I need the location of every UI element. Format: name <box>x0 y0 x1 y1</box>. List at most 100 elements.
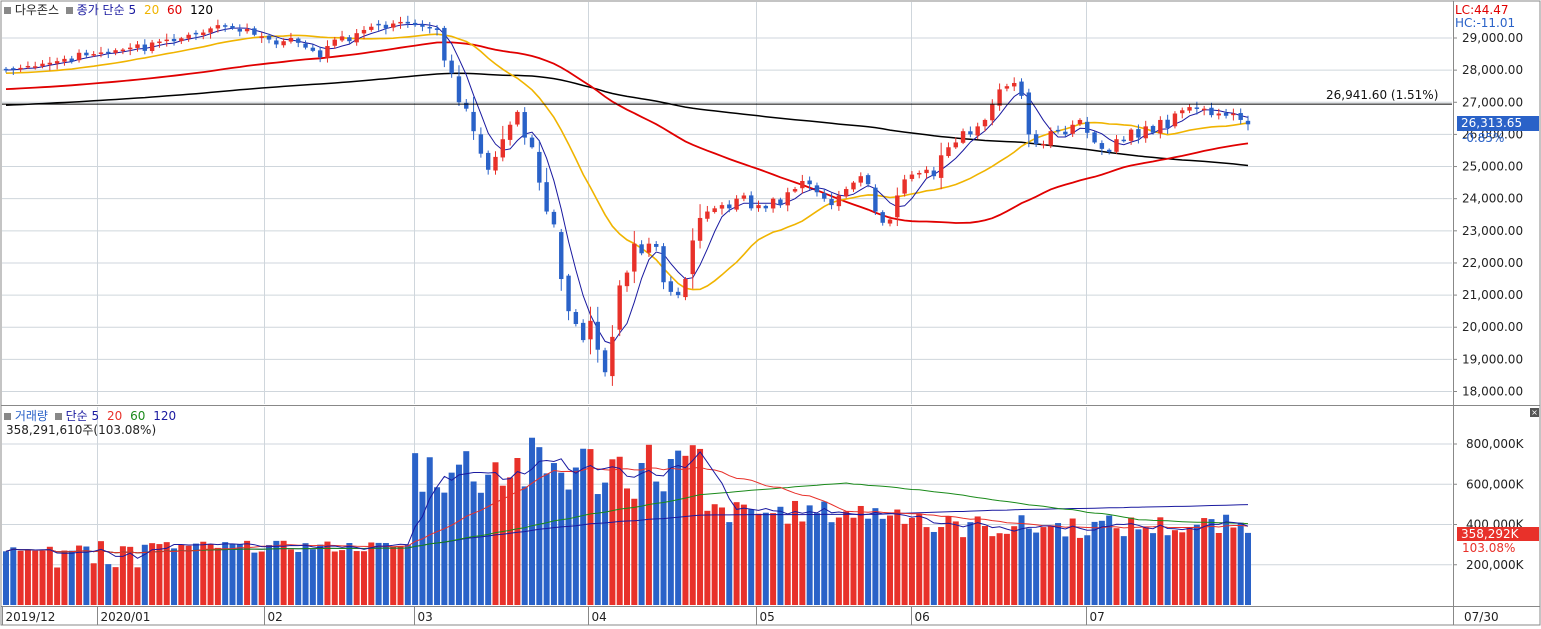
volume-bar <box>521 486 528 605</box>
volume-bar <box>236 544 243 605</box>
volume-bar <box>602 482 609 605</box>
candle-body <box>836 195 842 207</box>
candle-body <box>858 176 863 183</box>
price-tick-label: 29,000.00 <box>1462 31 1523 45</box>
volume-bar <box>1150 533 1157 605</box>
candle-body <box>814 185 820 193</box>
candle-body <box>938 155 944 178</box>
volume-bar <box>930 531 937 605</box>
ma60-label: 60 <box>167 3 183 17</box>
volume-bar <box>171 548 178 605</box>
candle-body <box>1121 139 1126 142</box>
volume-bar <box>507 477 514 605</box>
volume-bar <box>1091 521 1098 605</box>
candle-body <box>186 34 191 39</box>
candle-body <box>456 76 462 103</box>
candle-body <box>537 151 542 183</box>
candle-body <box>741 195 747 199</box>
candle-body <box>1150 125 1156 133</box>
volume-bar <box>989 536 996 605</box>
price-tick-label: 22,000.00 <box>1462 256 1523 270</box>
candle-body <box>120 49 126 52</box>
volume-bar <box>353 551 360 605</box>
volume-bar <box>996 533 1003 605</box>
volume-bar <box>1106 515 1113 605</box>
candle-body <box>770 198 776 209</box>
candle-body <box>1012 82 1017 87</box>
volume-bar <box>843 511 850 605</box>
volume-bar <box>112 567 119 605</box>
volume-bar <box>923 527 930 605</box>
candle-body <box>1238 113 1243 120</box>
volume-bar <box>477 492 484 605</box>
volume-bar <box>981 525 988 605</box>
candle-body <box>734 198 739 210</box>
volume-bar <box>1011 526 1018 605</box>
volume-bar <box>441 492 448 605</box>
panel-close-icon[interactable]: × <box>1530 408 1539 417</box>
candle-body <box>252 28 257 35</box>
volume-bar <box>448 472 455 605</box>
volume-bar <box>879 518 886 605</box>
candle-body <box>98 52 104 54</box>
volume-bar <box>324 541 331 605</box>
volume-bar <box>1237 522 1244 605</box>
volume-bar <box>857 505 864 605</box>
volume-bar <box>1128 517 1135 605</box>
volume-bar <box>68 550 75 605</box>
candle-body <box>485 152 491 170</box>
volume-bar <box>733 502 740 605</box>
y-axis-labels: 18,000.00 19,000.00 20,000.00 21,000.00 22,0… <box>1453 31 1525 572</box>
date-axis: 2019/12 2020/01 02 03 04 05 06 07 <box>2 606 1105 625</box>
candle-body <box>3 68 9 71</box>
volume-bar <box>331 551 338 605</box>
hc-indicator: HC:-11.01 <box>1455 16 1516 30</box>
candle-body <box>157 41 162 44</box>
ma120-line <box>5 72 1249 167</box>
volume-bar <box>178 544 185 605</box>
date-tick-label: 07 <box>1090 610 1105 624</box>
candle-body <box>40 63 45 67</box>
volume-bar <box>1098 520 1105 605</box>
candle-body <box>529 137 535 148</box>
candle-body <box>880 212 885 223</box>
volume-bar <box>580 448 587 605</box>
volume-bar <box>46 546 53 605</box>
ma120-label: 120 <box>190 3 214 17</box>
candle-body <box>76 52 82 61</box>
volume-bar <box>10 547 17 605</box>
volume-bar <box>1142 527 1149 605</box>
volume-bar <box>740 504 747 605</box>
volume-bar <box>1215 533 1222 605</box>
candle-body <box>1216 113 1221 116</box>
candle-body <box>610 336 615 377</box>
volume-bar <box>726 522 733 605</box>
legend-box-icon[interactable] <box>65 7 73 14</box>
candle-body <box>588 320 593 340</box>
candle-body <box>1231 113 1236 116</box>
legend-box-icon[interactable] <box>4 413 11 420</box>
volume-bar <box>1025 528 1032 605</box>
candle-body <box>968 131 973 135</box>
candle-body <box>1245 120 1251 125</box>
volume-bar <box>24 549 31 605</box>
candle-body <box>632 243 637 272</box>
volume-bar <box>1003 533 1010 605</box>
volume-bar <box>375 542 382 605</box>
volume-bar <box>382 542 389 605</box>
price-tick-label: 25,000.00 <box>1462 160 1523 174</box>
volume-bar <box>412 453 419 605</box>
volume-bar <box>514 458 521 605</box>
volume-bar <box>207 543 214 605</box>
candle-body <box>800 181 805 189</box>
volume-bar <box>960 537 967 605</box>
candle-body <box>624 272 630 287</box>
candle-body <box>128 47 133 50</box>
reference-line-label: 26,941.60 (1.51%) <box>1326 88 1439 102</box>
volume-bar <box>404 544 411 605</box>
legend-box-icon[interactable] <box>4 7 11 14</box>
ma60-line <box>5 41 1249 224</box>
volume-bar <box>309 549 316 605</box>
legend-box-icon[interactable] <box>54 413 62 420</box>
